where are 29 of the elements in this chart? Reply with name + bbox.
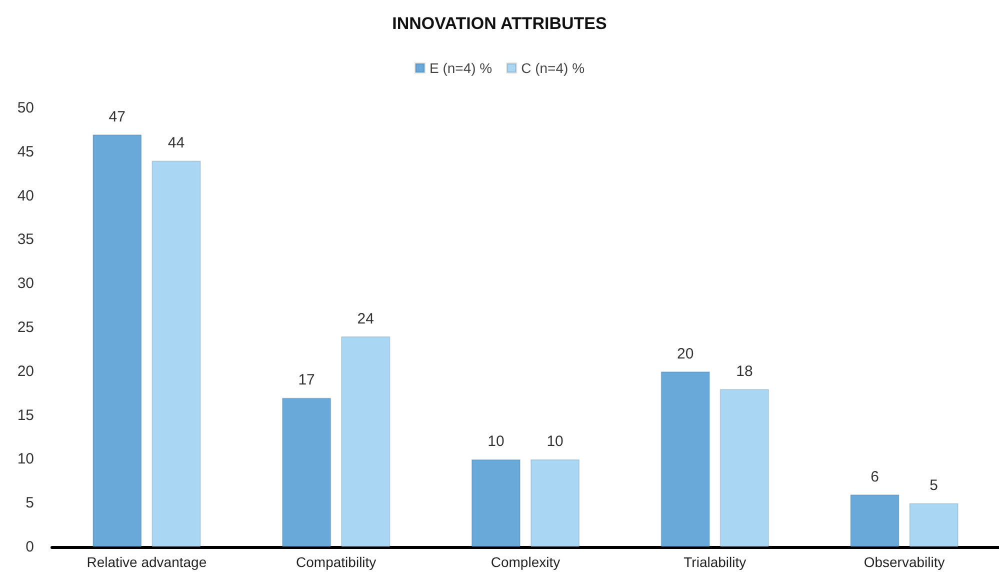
y-tick-label: 20 [17, 362, 34, 380]
y-tick-label: 15 [17, 406, 34, 424]
y-tick-label: 45 [17, 143, 34, 160]
data-label: 47 [108, 108, 126, 126]
data-label: 10 [488, 433, 504, 450]
legend-label: E (n=4) % [429, 60, 492, 76]
x-tick-label: Relative advantage [86, 554, 207, 570]
data-label: 5 [930, 477, 938, 494]
y-tick-label: 35 [17, 231, 34, 248]
legend-label: C (n=4) % [521, 60, 585, 76]
y-tick-label: 5 [26, 494, 34, 512]
data-label: 6 [870, 468, 879, 486]
data-label: 10 [546, 433, 564, 450]
y-tick-label: 25 [17, 319, 34, 336]
data-label: 17 [298, 372, 315, 389]
x-tick-label: Compatibility [296, 554, 376, 570]
y-tick-label: 30 [17, 275, 34, 292]
y-tick-label: 0 [26, 538, 34, 556]
x-tick-label: Complexity [490, 554, 560, 570]
chart-title: INNOVATION ATTRIBUTES [392, 14, 607, 33]
y-tick-label: 50 [17, 100, 34, 116]
data-label: 18 [736, 362, 753, 380]
data-label: 24 [357, 310, 374, 328]
y-tick-label: 40 [17, 187, 34, 204]
data-label: 20 [677, 345, 694, 362]
x-tick-label: Trialability [684, 554, 746, 570]
data-label: 44 [168, 134, 185, 152]
y-tick-label: 10 [17, 450, 34, 468]
x-tick-label: Observability [864, 554, 945, 570]
